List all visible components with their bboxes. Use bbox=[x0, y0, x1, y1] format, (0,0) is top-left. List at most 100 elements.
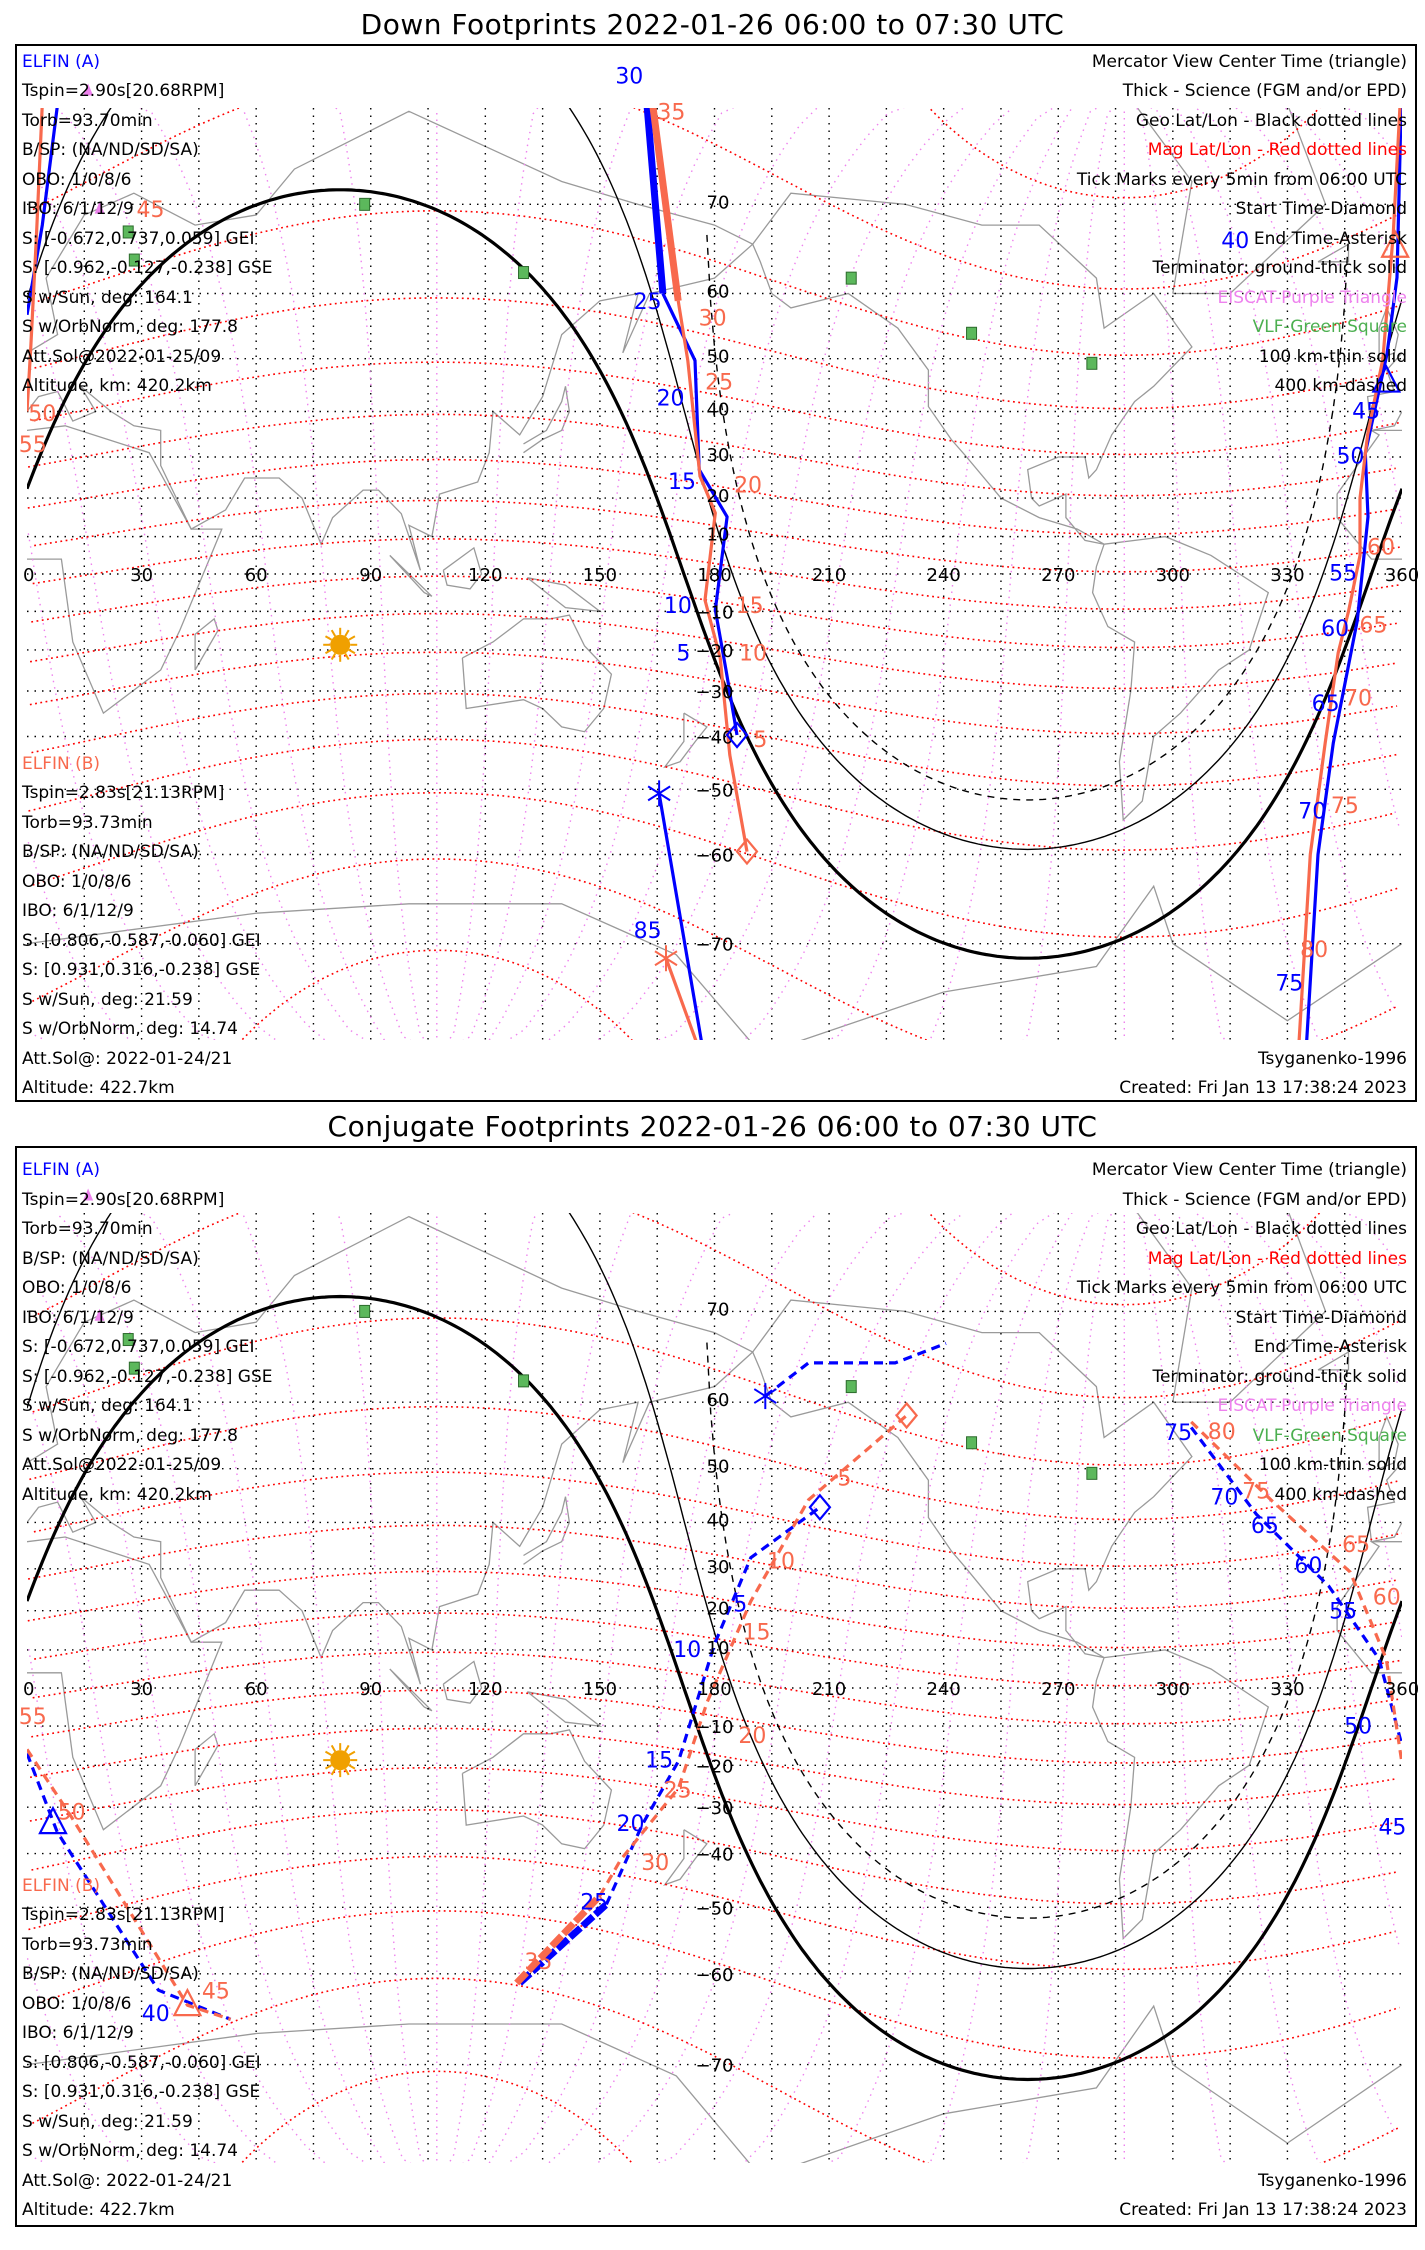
map-content bbox=[27, 1213, 1402, 2163]
coastline bbox=[461, 614, 613, 733]
created-timestamp: Created: Fri Jan 13 17:38:24 2023 bbox=[1119, 2200, 1407, 2220]
lon-tick-label: 300 bbox=[1156, 565, 1190, 586]
created-timestamp: Created: Fri Jan 13 17:38:24 2023 bbox=[1119, 1078, 1407, 1098]
terminator-ground bbox=[27, 188, 1402, 960]
lon-tick-label: 330 bbox=[1270, 565, 1304, 586]
mag-lat-line bbox=[31, 692, 1399, 787]
track-time-label: 60 bbox=[1294, 1554, 1322, 1579]
mag-lon-line bbox=[139, 108, 386, 1040]
vlf-station-square bbox=[359, 197, 371, 211]
track-time-label: 30 bbox=[615, 64, 643, 89]
elfin-a-info-line: Altitude, km: 420.2km bbox=[22, 1484, 212, 1505]
mag-lon-line bbox=[27, 1213, 1399, 2163]
track-time-label: 35 bbox=[524, 1950, 552, 1975]
legend-item: EISCAT-Purple Triangle bbox=[1217, 1396, 1407, 1416]
elfin-a-info-line: Att.Sol@2022-01-25/09 bbox=[22, 346, 222, 367]
track-elfin-a bbox=[27, 108, 59, 316]
elfin-a-info-line: OBO: 1/0/8/6 bbox=[22, 169, 132, 190]
mag-lat-line bbox=[32, 1977, 1399, 2163]
elfin-b-info-line: OBO: 1/0/8/6 bbox=[22, 1993, 132, 2014]
track-time-label: 5 bbox=[837, 1466, 851, 1491]
legend-item: Start Time-Diamond bbox=[1235, 1307, 1407, 1328]
track-time-label: 15 bbox=[645, 1748, 673, 1773]
legend-item: Tick Marks every 5min from 06:00 UTC bbox=[1076, 1278, 1407, 1298]
vlf-station-square bbox=[845, 1380, 857, 1394]
eiscat-station-triangle bbox=[83, 1188, 94, 1201]
track-time-label: 75 bbox=[1275, 972, 1303, 997]
sun-icon bbox=[323, 1743, 358, 1778]
legend-item: Thick - Science (FGM and/or EPD) bbox=[1122, 81, 1407, 102]
mag-lon-line bbox=[1022, 108, 1113, 1040]
coastline bbox=[194, 1732, 219, 1787]
mag-lat-line bbox=[29, 612, 1398, 690]
mag-lon-line bbox=[33, 108, 1395, 1040]
lat-tick-label: 30 bbox=[707, 445, 730, 466]
track-time-label: 10 bbox=[673, 1638, 701, 1663]
coastline bbox=[442, 546, 483, 590]
track-elfin-a bbox=[1305, 108, 1402, 1040]
map-panel-down: 0 30 60 90 120 150 180 210 240 270 300 330 360 70 60 50… bbox=[19, 64, 1419, 1040]
coastline bbox=[1317, 1350, 1350, 1371]
track-time-label: 50 bbox=[58, 1801, 86, 1826]
lat-tick-label: 10 bbox=[707, 525, 730, 546]
lon-tick-label: 270 bbox=[1041, 1679, 1075, 1700]
coastline bbox=[27, 1522, 223, 1831]
track-time-label: 65 bbox=[1359, 614, 1387, 639]
elfin-b-info-line: Tspin=2.83s[21.13RPM] bbox=[22, 1905, 225, 1925]
elfin-a-info-line: B/SP: (NA/ND/SD/SA) bbox=[22, 1248, 199, 1269]
lon-tick-label: 210 bbox=[812, 565, 846, 586]
lat-tick-label: −30 bbox=[696, 1798, 734, 1819]
mag-lat-line bbox=[28, 738, 1396, 851]
track-time-label: 20 bbox=[657, 387, 685, 412]
track-time-label: 75 bbox=[1331, 794, 1359, 819]
lon-tick-label: 30 bbox=[130, 1679, 153, 1700]
lon-tick-label: 120 bbox=[468, 565, 502, 586]
end-asterisk-elfin-b bbox=[654, 945, 678, 972]
legend-item: Tick Marks every 5min from 06:00 UTC bbox=[1076, 169, 1407, 190]
lon-tick-label: 90 bbox=[359, 1679, 382, 1700]
start-diamond-elfin-b bbox=[735, 837, 759, 866]
coastline bbox=[461, 1729, 613, 1850]
track-time-label: 10 bbox=[767, 1549, 795, 1574]
track-time-label: 20 bbox=[734, 473, 762, 498]
lat-tick-label: −50 bbox=[696, 1898, 734, 1919]
track-elfin-a bbox=[661, 292, 739, 736]
track-time-label: 45 bbox=[136, 198, 164, 223]
legend-item: Terminator: ground-thick solid bbox=[1152, 258, 1407, 279]
lat-tick-label: −60 bbox=[696, 846, 734, 867]
mag-lon-line bbox=[37, 108, 1400, 1040]
lon-tick-label: 0 bbox=[23, 565, 34, 586]
mag-lon-line bbox=[1123, 1213, 1125, 2163]
elfin-b-info-line: IBO: 6/1/12/9 bbox=[22, 901, 134, 921]
elfin-b-info-line: S w/Sun, deg: 21.59 bbox=[22, 989, 193, 1010]
lat-tick-label: −20 bbox=[696, 1756, 734, 1777]
track-time-label: 55 bbox=[1329, 1600, 1357, 1625]
mag-lat-line bbox=[34, 499, 1402, 573]
legend-item: Mag Lat/Lon - Red dotted lines bbox=[1147, 140, 1407, 161]
coastline bbox=[1378, 1415, 1399, 1470]
sun-icon bbox=[323, 627, 358, 662]
elfin-b-info-line: S: [0.806,-0.587,-0.060] GEI bbox=[22, 2052, 261, 2073]
elfin-b-info-line: IBO: 6/1/12/9 bbox=[22, 2023, 134, 2043]
mag-lon-line bbox=[55, 108, 367, 1040]
mag-lon-line bbox=[929, 108, 1099, 1040]
elfin-a-info-line: OBO: 1/0/8/6 bbox=[22, 1278, 132, 1298]
vlf-station-square bbox=[518, 266, 530, 280]
lat-tick-label: −70 bbox=[696, 935, 734, 956]
start-diamond-elfin-a bbox=[725, 721, 749, 749]
end-asterisk-elfin-a bbox=[753, 1383, 777, 1410]
mag-lat-line bbox=[33, 361, 1402, 456]
legend-item: Mercator View Center Time (triangle) bbox=[1091, 1160, 1407, 1180]
elfin-b-info-line: S: [0.931,0.316,-0.238] GSE bbox=[22, 960, 261, 980]
legend-item: 100 km-thin solid bbox=[1258, 1455, 1407, 1475]
lon-tick-label: 30 bbox=[130, 565, 153, 586]
lat-tick-label: −40 bbox=[696, 1845, 734, 1866]
chart-title: Down Footprints 2022-01-26 06:00 to 07:3… bbox=[360, 8, 1065, 41]
track-time-label: 55 bbox=[19, 1705, 47, 1730]
mag-lat-line bbox=[28, 1855, 1396, 1971]
track-time-label: 25 bbox=[634, 290, 662, 315]
track-elfin-b bbox=[676, 300, 749, 852]
track-time-label: 50 bbox=[28, 402, 56, 427]
elfin-a-info-line: S: [-0.672,0.737,0.059] GEI bbox=[22, 1337, 255, 1357]
view-center-triangle-elfin-b bbox=[1380, 229, 1410, 258]
